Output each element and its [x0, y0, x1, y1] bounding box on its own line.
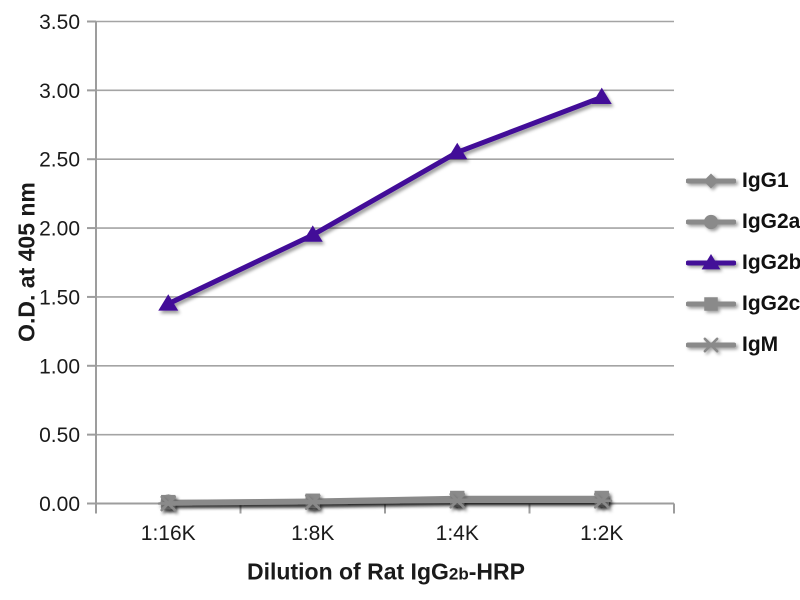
legend-item-igg2b: IgG2b: [686, 250, 800, 276]
y-tick-label: 3.00: [39, 80, 80, 103]
y-tick-label: 3.50: [39, 11, 80, 34]
x-tick-label: 1:2K: [580, 522, 623, 545]
y-tick-label: 1.00: [39, 355, 80, 378]
x-tick-label: 1:16K: [141, 522, 196, 545]
legend-item-igg1: IgG1: [686, 168, 800, 194]
legend-item-igg2a: IgG2a: [686, 209, 800, 235]
igg1-diamond-marker-icon: [686, 173, 736, 189]
igm-asterisk-marker-icon: [686, 337, 736, 353]
data-series: [157, 87, 613, 512]
x-tick-label: 1:4K: [436, 522, 479, 545]
x-tick-label: 1:8K: [291, 522, 334, 545]
x-axis-title-suffix: -HRP: [468, 558, 525, 585]
series-igm: [157, 492, 613, 512]
axis-ticks: [87, 20, 675, 514]
legend: IgG1 IgG2a IgG2b IgG2c IgM: [686, 168, 800, 373]
x-axis-title: Dilution of Rat IgG2b-HRP: [247, 559, 525, 586]
legend-item-igm: IgM: [686, 332, 800, 358]
series-igg2b: [158, 87, 612, 311]
y-tick-label: 0.00: [39, 493, 80, 516]
x-axis-title-subscript: 2b: [448, 564, 469, 584]
y-axis-title: O.D. at 405 nm: [13, 182, 40, 342]
y-tick-label: 2.00: [39, 218, 80, 241]
x-axis-title-prefix: Dilution of Rat IgG: [247, 558, 449, 585]
y-tick-label: 0.50: [39, 424, 80, 447]
legend-label-igg2b: IgG2b: [742, 251, 800, 274]
igg2b-triangle-marker-icon: [686, 254, 736, 270]
legend-label-igg1: IgG1: [742, 169, 789, 192]
legend-label-igg2c: IgG2c: [742, 292, 800, 315]
legend-item-igg2c: IgG2c: [686, 291, 800, 317]
y-tick-label: 1.50: [39, 286, 80, 309]
axes: [95, 21, 674, 505]
gridlines: [96, 20, 674, 436]
igg2c-square-marker-icon: [686, 297, 736, 311]
igg2a-circle-marker-icon: [686, 214, 736, 230]
legend-label-igm: IgM: [742, 333, 779, 356]
x-tick-labels: 1:16K 1:8K 1:4K 1:2K: [141, 522, 624, 545]
legend-label-igg2a: IgG2a: [742, 210, 800, 233]
y-tick-label: 2.50: [39, 149, 80, 172]
y-tick-labels: 0.00 0.50 1.00 1.50 2.00 2.50 3.00 3.50: [39, 11, 80, 516]
